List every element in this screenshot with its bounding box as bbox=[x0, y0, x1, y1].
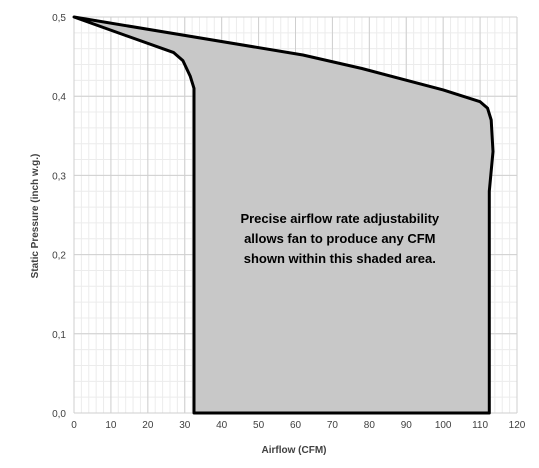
x-axis-title: Airflow (CFM) bbox=[262, 445, 327, 456]
x-tick-label: 0 bbox=[71, 420, 77, 431]
x-tick-label: 30 bbox=[179, 420, 191, 431]
y-axis-title: Static Pressure (inch w.g.) bbox=[30, 154, 41, 279]
y-tick-label: 0,5 bbox=[52, 13, 66, 24]
y-tick-label: 0,3 bbox=[52, 171, 66, 182]
x-tick-label: 100 bbox=[435, 420, 452, 431]
region-annotation: Precise airflow rate adjustability allows… bbox=[240, 211, 439, 266]
x-tick-label: 90 bbox=[401, 420, 413, 431]
x-tick-label: 20 bbox=[142, 420, 154, 431]
annotation-line: Precise airflow rate adjustability bbox=[240, 211, 439, 226]
annotation-line: shown within this shaded area. bbox=[244, 251, 436, 266]
x-tick-label: 70 bbox=[327, 420, 339, 431]
y-tick-label: 0,1 bbox=[52, 330, 66, 341]
y-tick-label: 0,0 bbox=[52, 409, 66, 420]
x-tick-label: 50 bbox=[253, 420, 265, 431]
y-tick-label: 0,2 bbox=[52, 251, 66, 262]
x-tick-label: 80 bbox=[364, 420, 376, 431]
x-tick-label: 120 bbox=[509, 420, 526, 431]
x-tick-label: 110 bbox=[472, 420, 488, 431]
operating-region bbox=[72, 15, 495, 415]
x-tick-label: 40 bbox=[216, 420, 228, 431]
annotation-line: allows fan to produce any CFM bbox=[244, 231, 435, 246]
y-tick-label: 0,4 bbox=[52, 92, 66, 103]
x-tick-label: 60 bbox=[290, 420, 302, 431]
tick-labels: 0 10 20 30 40 50 60 70 80 90 100 110 120 0,0 0,1 0,2 0,3… bbox=[52, 13, 526, 431]
x-tick-label: 10 bbox=[105, 420, 117, 431]
